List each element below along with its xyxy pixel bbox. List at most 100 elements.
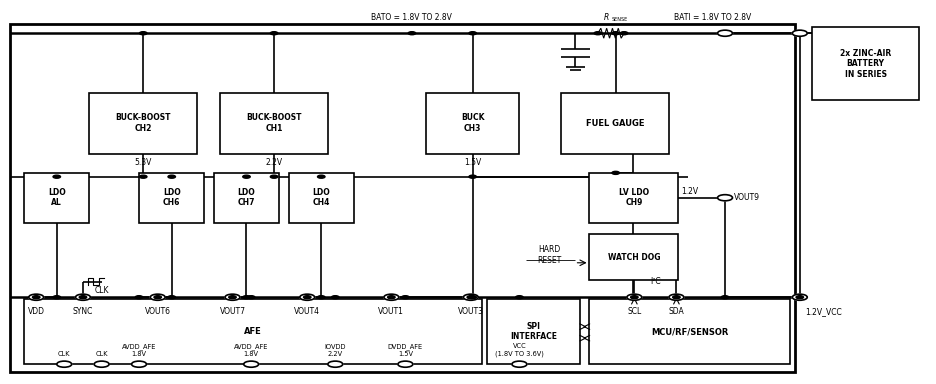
Text: CLK: CLK [95,286,109,295]
FancyBboxPatch shape [288,173,354,223]
Text: LDO
AL: LDO AL [48,188,66,207]
Circle shape [139,175,147,178]
Circle shape [228,296,236,299]
Text: SPI
INTERFACE: SPI INTERFACE [510,322,557,341]
Circle shape [408,32,416,35]
Text: WATCH DOG: WATCH DOG [607,253,660,262]
Text: LV LDO
CH9: LV LDO CH9 [619,188,649,207]
Text: IOVDD
2.2V: IOVDD 2.2V [325,344,346,356]
FancyBboxPatch shape [590,234,679,280]
Circle shape [317,175,325,178]
Text: SYNC: SYNC [73,307,93,316]
Text: LDO
CH6: LDO CH6 [163,188,181,207]
Circle shape [469,296,476,299]
Circle shape [718,195,733,201]
Circle shape [469,32,476,35]
Circle shape [247,296,255,299]
Circle shape [53,296,61,299]
Text: 2.2V: 2.2V [266,158,283,167]
Circle shape [612,171,620,174]
Text: BUCK
CH3: BUCK CH3 [461,113,485,133]
Text: DVDD_AFE
1.5V: DVDD_AFE 1.5V [388,343,423,356]
Circle shape [631,296,638,299]
Text: VOUT9: VOUT9 [735,193,760,202]
Circle shape [300,294,314,300]
Circle shape [469,175,476,178]
Circle shape [512,361,527,367]
FancyBboxPatch shape [24,173,90,223]
Text: VOUT4: VOUT4 [294,307,320,316]
Text: VOUT1: VOUT1 [378,307,404,316]
Text: MCU/RF/SENSOR: MCU/RF/SENSOR [651,327,728,336]
Circle shape [76,294,91,300]
Text: BUCK-BOOST
CH2: BUCK-BOOST CH2 [115,113,171,133]
Text: BUCK-BOOST
CH1: BUCK-BOOST CH1 [246,113,301,133]
Text: CLK: CLK [58,351,70,356]
FancyBboxPatch shape [562,93,669,154]
Circle shape [796,296,803,299]
Text: VDD: VDD [28,307,45,316]
Text: AVDD_AFE
1.8V: AVDD_AFE 1.8V [234,343,269,356]
Circle shape [627,294,642,300]
Circle shape [621,32,628,35]
Circle shape [669,294,684,300]
Text: BATI = 1.8V TO 2.8V: BATI = 1.8V TO 2.8V [674,13,752,22]
FancyBboxPatch shape [213,173,279,223]
Circle shape [331,296,339,299]
Circle shape [467,296,475,299]
Text: BATO = 1.8V TO 2.8V: BATO = 1.8V TO 2.8V [372,13,452,22]
Text: VCC
(1.8V TO 3.6V): VCC (1.8V TO 3.6V) [495,343,544,356]
Circle shape [384,294,399,300]
Text: 1.2V_VCC: 1.2V_VCC [805,307,841,316]
Circle shape [722,296,729,299]
Circle shape [168,296,175,299]
Circle shape [612,32,620,35]
Circle shape [57,361,72,367]
Text: SDA: SDA [668,307,684,316]
Circle shape [594,32,602,35]
Circle shape [242,296,250,299]
Circle shape [151,294,165,300]
Text: 5.3V: 5.3V [135,158,152,167]
Text: SCL: SCL [627,307,641,316]
Text: LDO
CH7: LDO CH7 [238,188,256,207]
Text: 2x ZINC-AIR
BATTERY
IN SERIES: 2x ZINC-AIR BATTERY IN SERIES [840,49,891,79]
Circle shape [132,361,147,367]
Circle shape [303,296,311,299]
Circle shape [402,296,409,299]
Circle shape [139,32,147,35]
Circle shape [718,30,733,36]
Circle shape [271,32,278,35]
Circle shape [317,296,325,299]
Text: I²C: I²C [651,277,661,286]
Circle shape [53,175,61,178]
Text: AVDD_AFE
1.8V: AVDD_AFE 1.8V [122,343,156,356]
Circle shape [328,361,343,367]
Circle shape [168,175,175,178]
Circle shape [243,361,258,367]
FancyBboxPatch shape [10,24,795,372]
Circle shape [95,361,110,367]
Text: 1.5V: 1.5V [464,158,481,167]
Text: R: R [604,13,609,22]
Text: FUEL GAUGE: FUEL GAUGE [586,119,645,127]
Circle shape [271,175,278,178]
Circle shape [398,361,413,367]
FancyBboxPatch shape [24,299,482,364]
Circle shape [154,296,161,299]
Text: CLK: CLK [95,351,108,356]
Text: HARD
RESET: HARD RESET [537,245,562,265]
Circle shape [792,30,807,36]
Text: VOUT6: VOUT6 [145,307,170,316]
Circle shape [792,294,807,300]
Circle shape [673,296,680,299]
FancyBboxPatch shape [90,93,197,154]
Text: LDO
CH4: LDO CH4 [313,188,330,207]
Text: VOUT3: VOUT3 [458,307,484,316]
FancyBboxPatch shape [220,93,328,154]
Circle shape [225,294,240,300]
Text: VOUT7: VOUT7 [219,307,245,316]
Text: AFE: AFE [244,327,262,336]
Circle shape [516,296,523,299]
Circle shape [388,296,395,299]
